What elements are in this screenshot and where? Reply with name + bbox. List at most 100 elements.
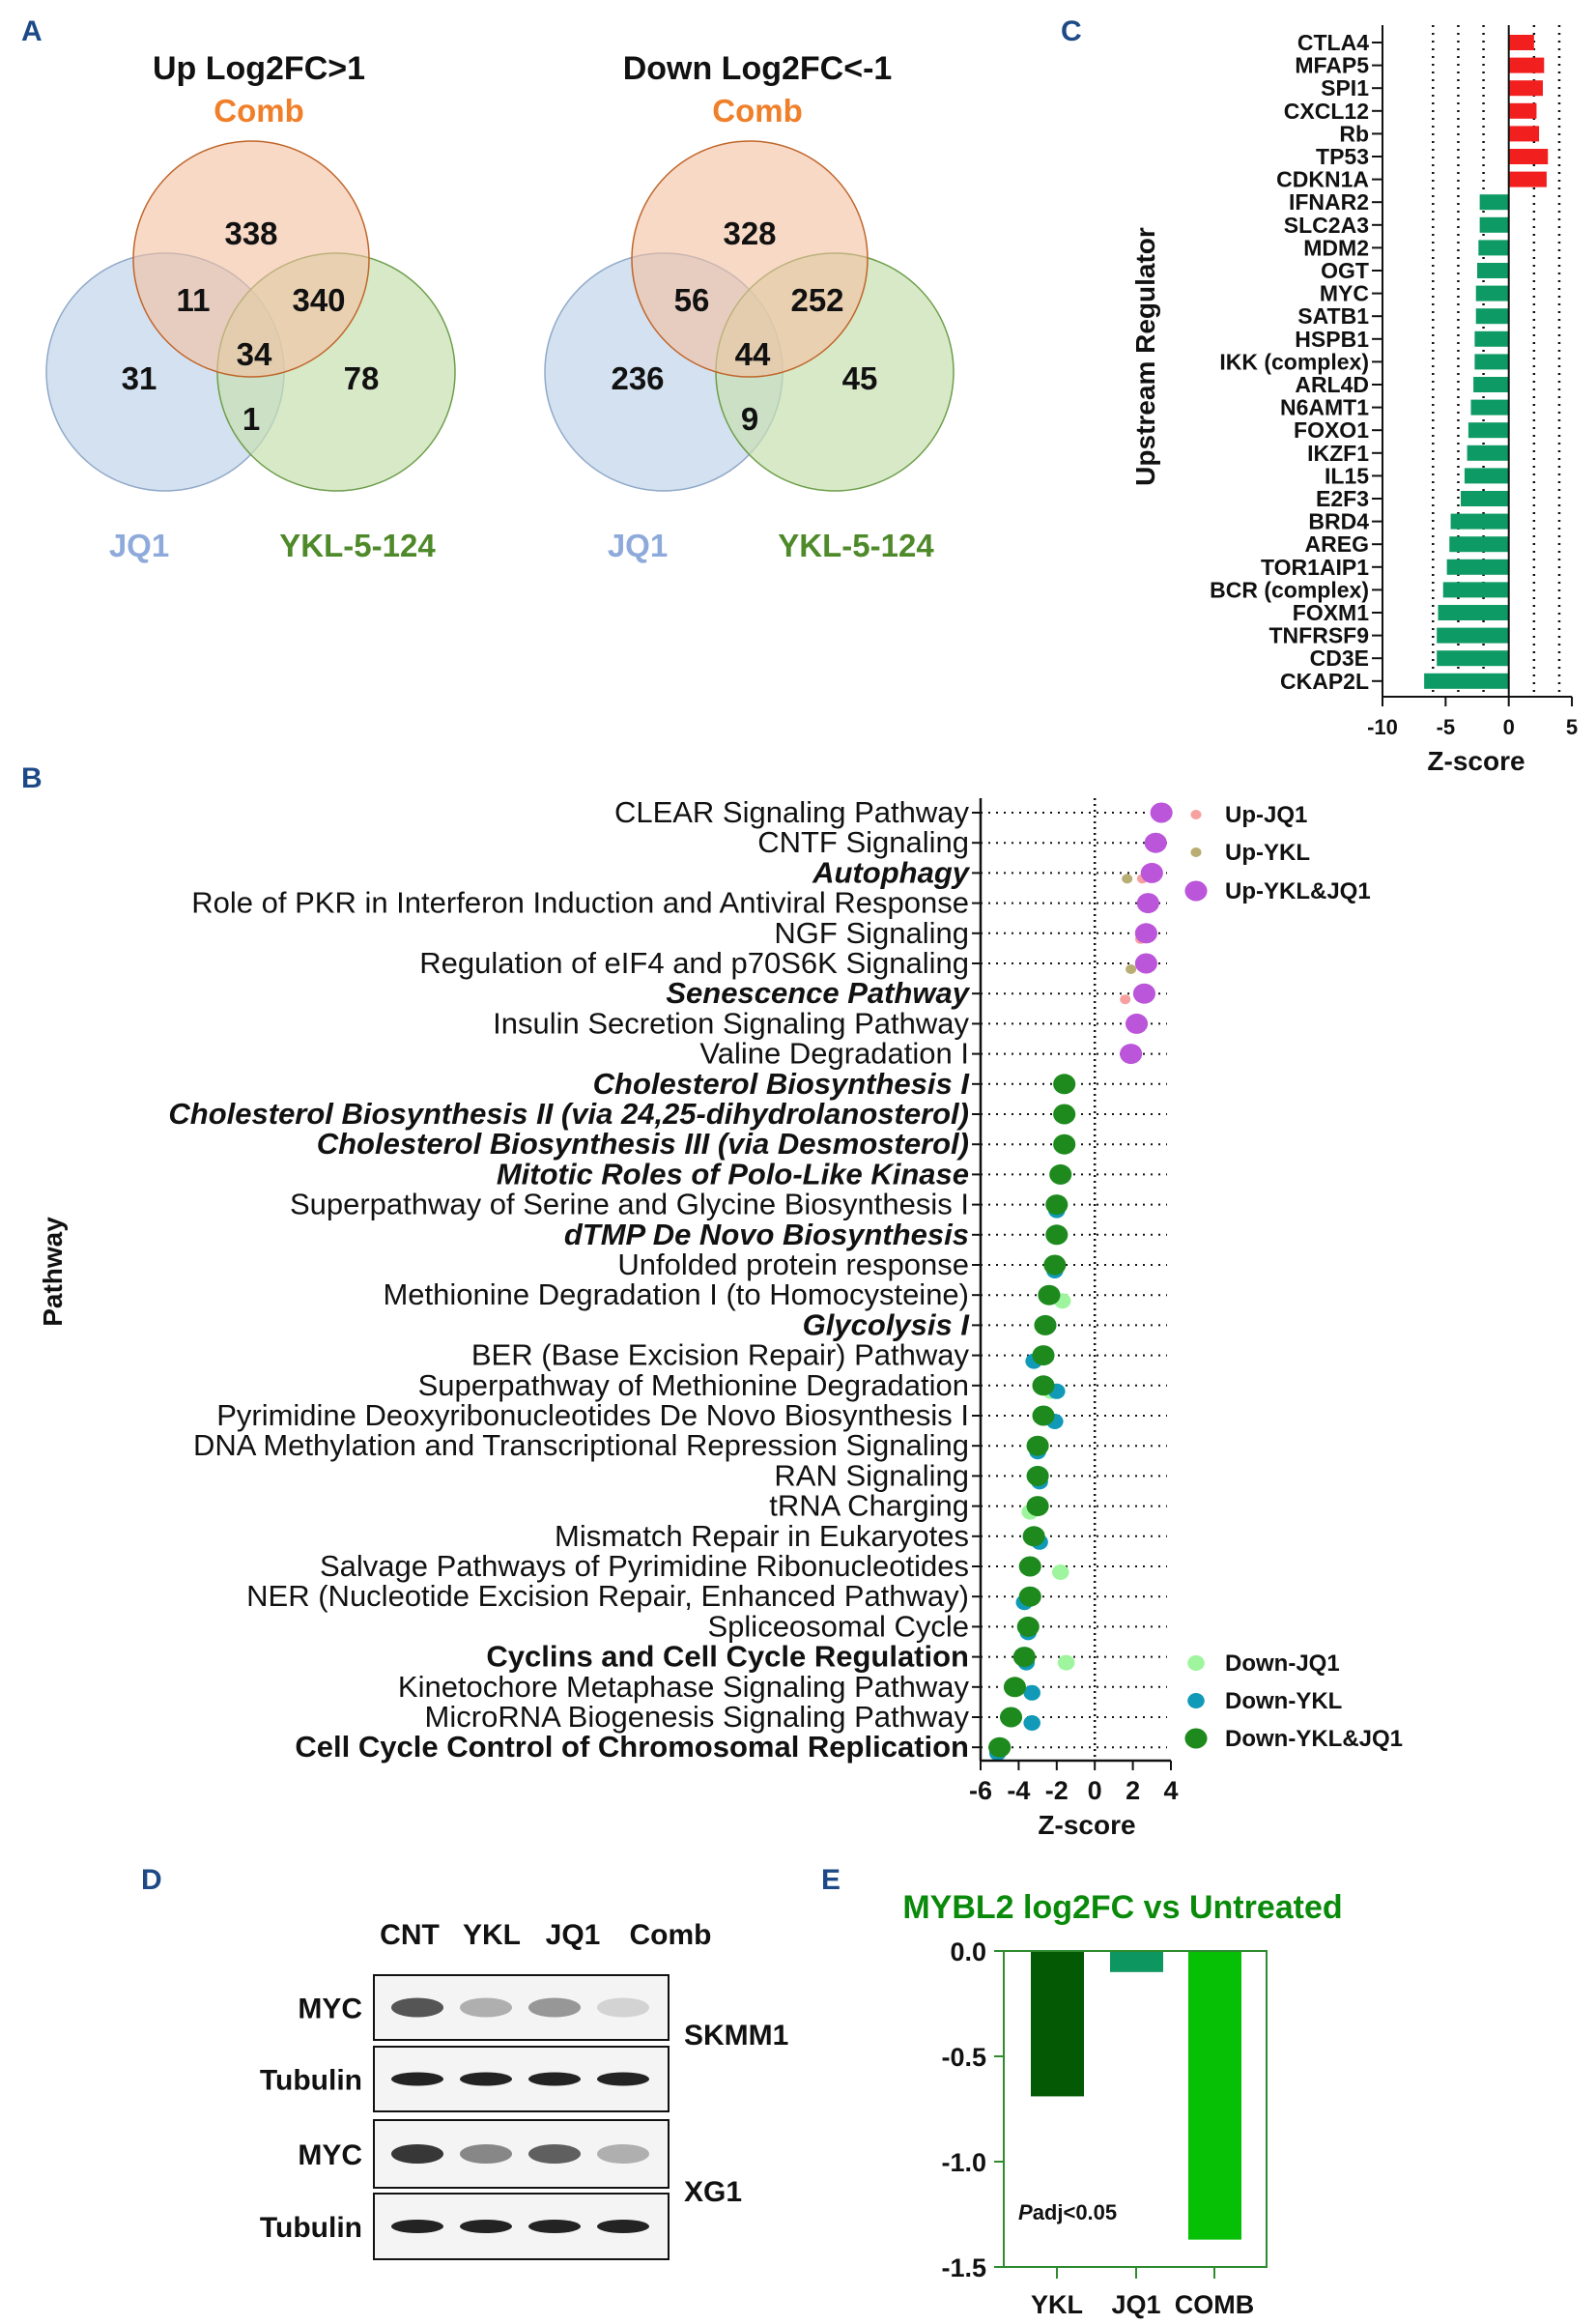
regulator-label: FOXM1 — [1293, 600, 1369, 625]
blot-band — [528, 2220, 581, 2233]
panel-e-mybl2-bar-chart: MYBL2 log2FC vs Untreated YKL JQ1 COMB 0.0 -0… — [902, 1889, 1342, 2319]
point-down-ykl-jq1 — [1016, 1616, 1040, 1637]
panel-letter-b: B — [21, 762, 43, 794]
pathway-label: Role of PKR in Interferon Induction and … — [191, 886, 969, 920]
cell-line-label: XG1 — [684, 2176, 742, 2208]
bar-ykl — [1031, 1951, 1084, 2097]
pathway-label: tRNA Charging — [769, 1489, 969, 1523]
venn-count-jq1-only: 236 — [611, 360, 664, 396]
pathway-label: Autophagy — [812, 855, 971, 889]
point-down-ykl-jq1 — [1026, 1435, 1049, 1456]
x-tick-label: -10 — [1367, 715, 1398, 739]
point-down-ykl-jq1 — [1053, 1133, 1076, 1155]
regulator-label: MDM2 — [1303, 235, 1369, 260]
x-tick-label: -6 — [969, 1776, 992, 1805]
panel-letter-e: E — [821, 1864, 841, 1896]
bar-spi1 — [1508, 80, 1543, 97]
x-tick-label: YKL — [1031, 2290, 1083, 2319]
legend-marker — [1187, 1655, 1205, 1671]
point-down-ykl — [1023, 1715, 1040, 1731]
venn-count-jq1-ykl: 1 — [242, 401, 260, 437]
x-tick-label: JQ1 — [1111, 2290, 1160, 2319]
venn-count-ykl-only: 78 — [344, 360, 380, 396]
bar-ogt — [1477, 263, 1509, 278]
venn-count-comb-only: 328 — [723, 215, 776, 251]
lane-label: JQ1 — [546, 1919, 601, 1951]
pathway-label: Superpathway of Serine and Glycine Biosy… — [290, 1188, 969, 1221]
blot-band — [391, 1997, 443, 2018]
blot-band — [391, 2220, 443, 2233]
blot-band — [528, 2072, 581, 2086]
bar-tor1aip1 — [1446, 559, 1509, 575]
blot-band — [597, 2220, 649, 2233]
regulator-label: FOXO1 — [1294, 417, 1369, 443]
point-up-ykl-jq1 — [1120, 1044, 1143, 1065]
bar-slc2a3 — [1479, 216, 1509, 233]
pathway-label: Pyrimidine Deoxyribonucleotides De Novo … — [216, 1398, 969, 1432]
venn-count-all: 34 — [237, 336, 272, 372]
pathway-label: Regulation of eIF4 and p70S6K Signaling — [419, 946, 969, 980]
bar-bcr-complex- — [1442, 582, 1509, 598]
x-tick-label: -2 — [1045, 1776, 1069, 1805]
blot-band — [597, 2072, 649, 2086]
pathway-label: dTMP De Novo Biosynthesis — [564, 1218, 969, 1251]
pathway-label: BER (Base Excision Repair) Pathway — [471, 1338, 970, 1372]
bar-ctla4 — [1508, 35, 1534, 50]
point-down-ykl-jq1 — [988, 1736, 1012, 1758]
regulator-label: CD3E — [1310, 646, 1369, 671]
significance-annotation: Padj<0.05 — [1018, 2200, 1117, 2224]
y-axis-title: Upstream Regulator — [1130, 227, 1160, 486]
panel-d-western-blot: CNT YKL JQ1 Comb MYC Tubulin SKMM1 MYC Tubulin XG… — [260, 1919, 788, 2260]
legend-marker — [1184, 1728, 1208, 1749]
y-tick-label: -1.0 — [941, 2148, 986, 2177]
point-down-ykl-jq1 — [1032, 1375, 1055, 1396]
pathway-label: Mitotic Roles of Polo-Like Kinase — [497, 1157, 969, 1191]
point-down-ykl-jq1 — [1018, 1586, 1041, 1607]
pathway-label: Kinetochore Metaphase Signaling Pathway — [398, 1670, 970, 1704]
x-tick-label: 5 — [1566, 715, 1578, 739]
y-axis-title: Pathway — [38, 1217, 68, 1327]
bar-ikk-complex- — [1474, 354, 1509, 370]
chart-title: MYBL2 log2FC vs Untreated — [902, 1889, 1342, 1926]
pathway-label: Cholesterol Biosynthesis I — [593, 1067, 971, 1101]
blot-band — [460, 2144, 512, 2164]
point-up-ykl-jq1 — [1134, 953, 1157, 974]
point-down-ykl-jq1 — [1032, 1405, 1055, 1426]
point-down-ykl-jq1 — [1003, 1677, 1027, 1698]
blot-band — [597, 1997, 649, 2018]
point-down-ykl-jq1 — [1053, 1074, 1076, 1095]
point-down-jq1 — [1057, 1654, 1075, 1671]
venn-title: Up Log2FC>1 — [153, 50, 365, 87]
venn-title: Down Log2FC<-1 — [623, 50, 893, 87]
venn-count-comb-ykl: 252 — [790, 282, 843, 318]
regulator-label: SATB1 — [1297, 303, 1369, 329]
venn-count-comb-ykl: 340 — [292, 282, 345, 318]
panel-c-upstream-regulator-bars: CTLA4MFAP5SPI1CXCL12RbTP53CDKN1AIFNAR2SL… — [1130, 25, 1578, 776]
point-down-ykl-jq1 — [1022, 1526, 1045, 1547]
point-up-jq1 — [1120, 994, 1131, 1005]
pathway-label: Unfolded protein response — [617, 1248, 969, 1281]
pathway-label: Superpathway of Methionine Degradation — [418, 1368, 969, 1402]
point-up-ykl-jq1 — [1140, 862, 1163, 883]
bar-tnfrsf9 — [1437, 627, 1509, 644]
x-tick-label: 0 — [1088, 1776, 1102, 1805]
blot-band — [460, 1997, 512, 2018]
bar-e2f3 — [1461, 491, 1509, 506]
bar-mdm2 — [1478, 240, 1509, 256]
protein-label: Tubulin — [260, 2212, 362, 2244]
point-down-ykl-jq1 — [1045, 1194, 1069, 1216]
pathway-label: NER (Nucleotide Excision Repair, Enhance… — [246, 1579, 969, 1613]
point-down-ykl-jq1 — [1049, 1163, 1072, 1185]
protein-label: Tubulin — [260, 2065, 362, 2097]
panel-a-venn-diagrams: Up Log2FC>1 Comb JQ1 YKL-5-124 338 11 340 34 31 7… — [45, 50, 955, 563]
x-tick-label: -4 — [1007, 1776, 1030, 1805]
regulator-label: TOR1AIP1 — [1261, 555, 1369, 580]
regulator-label: SLC2A3 — [1284, 213, 1369, 238]
venn-circle-comb — [132, 140, 370, 378]
point-up-ykl-jq1 — [1125, 1013, 1149, 1034]
x-tick-label: COMB — [1175, 2290, 1255, 2319]
legend-label: Down-YKL — [1225, 1688, 1342, 1714]
pathway-label: Cholesterol Biosynthesis III (via Desmos… — [317, 1127, 969, 1161]
regulator-label: TP53 — [1316, 144, 1369, 169]
